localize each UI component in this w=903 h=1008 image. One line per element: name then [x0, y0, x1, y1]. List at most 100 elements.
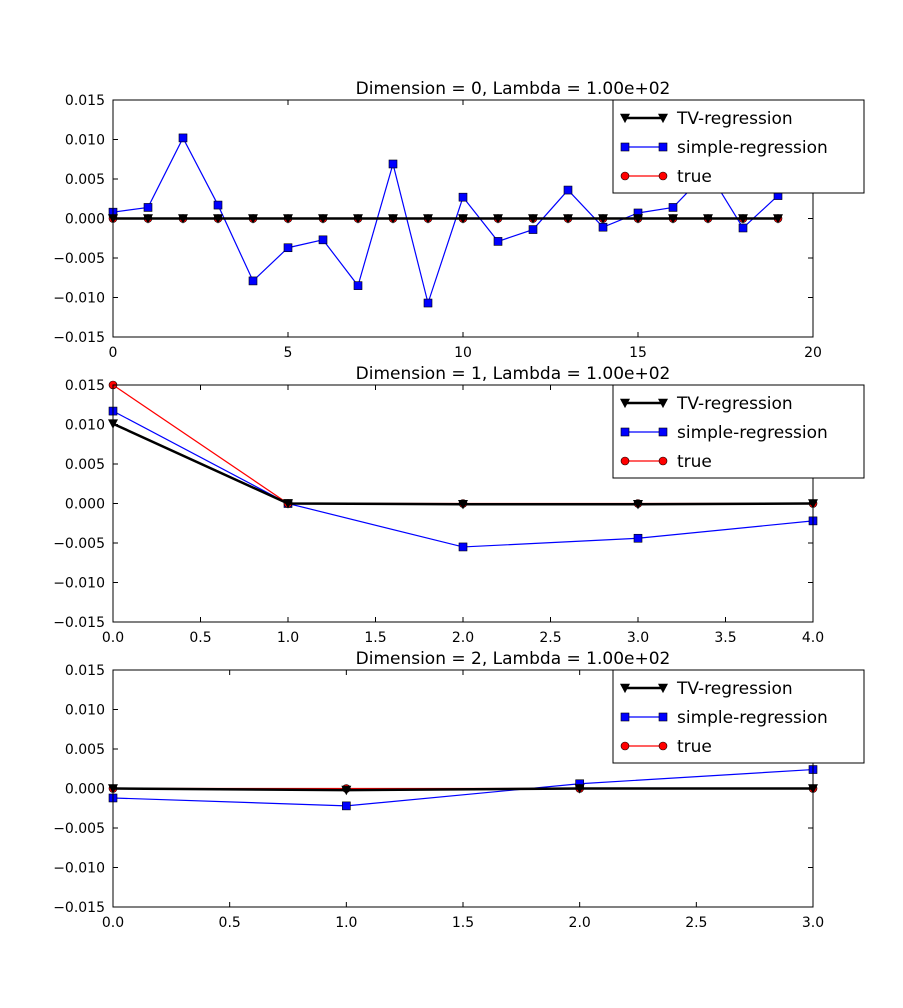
legend-label-tv-regression: TV-regression [676, 109, 793, 129]
legend-marker-simple-regression [658, 712, 668, 722]
legend-marker-tv-regression [620, 113, 630, 124]
chart-panel-2: Dimension = 2, Lambda = 1.00e+02 0.015 0.0… [53, 649, 865, 931]
data-point-tv-regression [458, 499, 468, 510]
y-tick-label: 0.005 [65, 457, 105, 473]
data-point-tv-regression [574, 784, 585, 794]
y-tick-label: 0.015 [65, 378, 105, 394]
x-tick-label: 3.0 [802, 915, 824, 931]
y-tick-label: 0.015 [65, 93, 105, 109]
x-tick-label: 5 [284, 345, 293, 361]
chart-panel-0: Dimension = 0, Lambda = 1.00e+02 0.015 0.0… [53, 79, 865, 361]
legend-label-true: true [677, 452, 712, 472]
x-tick-label: 2.5 [539, 630, 561, 646]
data-point-tv-regression [423, 214, 433, 224]
y-tick-label: −0.010 [53, 576, 105, 592]
legend-marker-simple-regression [620, 712, 630, 722]
y-tick-label: 0.010 [65, 133, 105, 149]
chart-title: Dimension = 1, Lambda = 1.00e+02 [356, 364, 671, 384]
legend-marker-true [620, 741, 630, 751]
data-point-tv-regression [283, 214, 293, 224]
data-point-simple-regression [528, 225, 538, 234]
x-tick-label: 10 [454, 345, 472, 361]
legend-marker-tv-regression [658, 398, 668, 409]
y-tick-label: 0.000 [65, 497, 105, 513]
data-point-simple-regression [388, 159, 398, 169]
data-point-tv-regression [318, 214, 328, 224]
data-point-simple-regression [493, 237, 503, 246]
legend: TV-regression simple-regression true [612, 384, 865, 479]
y-tick-label: 0.015 [65, 663, 105, 679]
legend-label-simple-regression: simple-regression [677, 423, 828, 443]
data-point-tv-regression [143, 214, 153, 224]
chart-panel-1: Dimension = 1, Lambda = 1.00e+02 0.015 0.0… [53, 364, 865, 646]
y-tick-label: −0.015 [53, 330, 105, 346]
data-point-tv-regression [703, 214, 713, 224]
data-point-tv-regression [633, 499, 643, 510]
legend-marker-tv-regression [658, 683, 668, 694]
x-tick-label: 1.0 [277, 630, 299, 646]
data-point-simple-regression [178, 133, 188, 143]
data-point-tv-regression [738, 214, 748, 224]
x-tick-label: 2.5 [685, 915, 707, 931]
legend-marker-true [620, 171, 630, 181]
y-tick-label: 0.010 [65, 703, 105, 719]
y-tick-label: 0.005 [65, 172, 105, 188]
data-point-tv-regression [633, 214, 643, 224]
data-point-simple-regression [598, 222, 608, 232]
data-point-tv-regression [493, 214, 503, 224]
y-tick-label: 0.005 [65, 742, 105, 758]
data-point-simple-regression [668, 203, 678, 212]
data-point-simple-regression [353, 281, 363, 290]
data-point-tv-regression [178, 214, 188, 224]
y-tick-label: −0.005 [53, 251, 105, 267]
x-tick-label: 2.0 [452, 630, 474, 646]
x-tick-label: 1.0 [335, 915, 357, 931]
chart-title: Dimension = 0, Lambda = 1.00e+02 [356, 79, 671, 99]
data-point-simple-regression [563, 185, 573, 195]
legend-label-tv-regression: TV-regression [676, 679, 793, 699]
legend: TV-regression simple-regression true [612, 669, 865, 764]
y-tick-label: −0.005 [53, 536, 105, 552]
x-tick-label: 0 [109, 345, 118, 361]
x-tick-label: 20 [804, 345, 822, 361]
data-point-simple-regression [143, 203, 153, 212]
x-tick-label: 15 [629, 345, 647, 361]
axes-frame [112, 384, 814, 623]
legend-marker-tv-regression [620, 683, 630, 694]
legend-label-tv-regression: TV-regression [676, 394, 793, 414]
y-tick-label: 0.010 [65, 418, 105, 434]
x-tick-label: 0.5 [189, 630, 211, 646]
legend-marker-simple-regression [620, 427, 630, 437]
data-point-tv-regression [528, 214, 538, 224]
y-tick-label: −0.005 [53, 821, 105, 837]
data-point-simple-regression [342, 801, 351, 811]
legend-marker-simple-regression [620, 142, 630, 152]
data-point-simple-regression [458, 542, 468, 552]
x-tick-label: 1.5 [364, 630, 386, 646]
legend-label-simple-regression: simple-regression [677, 138, 828, 158]
y-tick-label: −0.010 [53, 291, 105, 307]
legend-label-true: true [677, 167, 712, 187]
data-point-simple-regression [213, 200, 223, 210]
y-tick-label: 0.000 [65, 782, 105, 798]
legend-label-true: true [677, 737, 712, 757]
legend-marker-true [658, 456, 668, 466]
data-point-tv-regression [598, 214, 608, 224]
data-point-simple-regression [248, 276, 258, 286]
axes-frame [112, 99, 814, 338]
legend-marker-simple-regression [658, 142, 668, 152]
legend-marker-true [658, 171, 668, 181]
data-point-tv-regression [388, 214, 398, 224]
chart-title: Dimension = 2, Lambda = 1.00e+02 [356, 649, 671, 669]
legend-marker-tv-regression [620, 398, 630, 409]
y-tick-label: 0.000 [65, 212, 105, 228]
y-tick-label: −0.010 [53, 861, 105, 877]
legend-label-simple-regression: simple-regression [677, 708, 828, 728]
data-point-simple-regression [738, 223, 748, 233]
legend-marker-tv-regression [658, 113, 668, 124]
legend: TV-regression simple-regression true [612, 99, 865, 194]
axes-frame [112, 669, 814, 908]
legend-marker-true [620, 456, 630, 466]
y-tick-label: −0.015 [53, 615, 105, 631]
